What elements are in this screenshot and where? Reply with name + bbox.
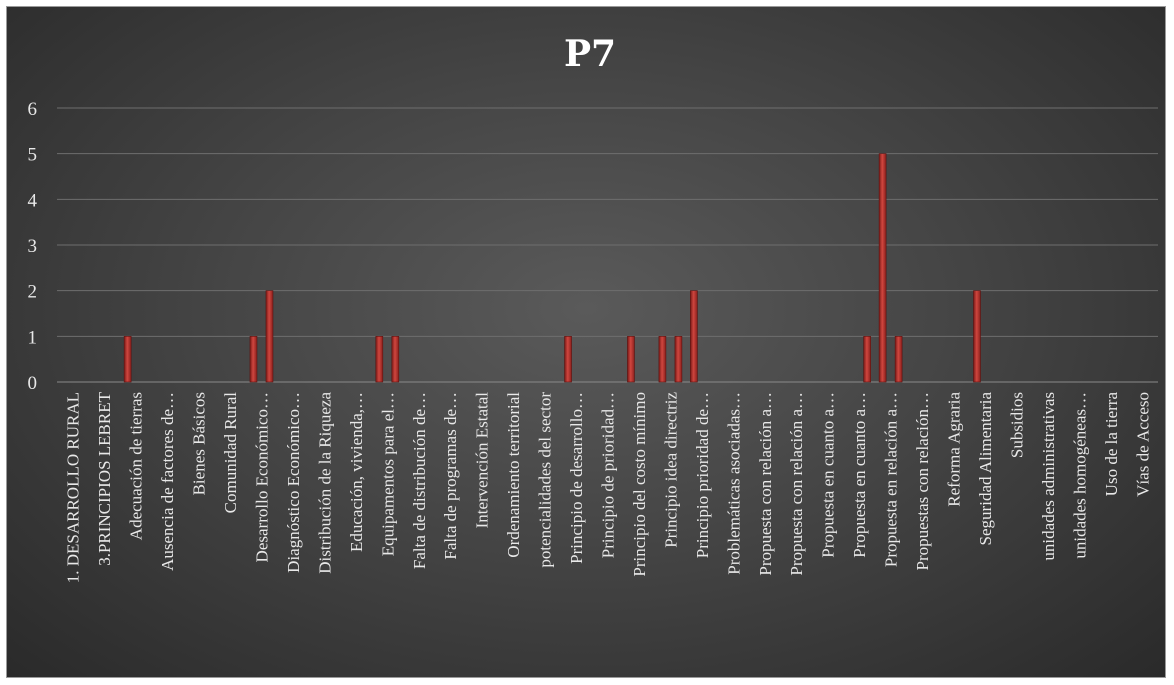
y-axis: 0 1 2 3 4 5 6 — [28, 99, 38, 394]
x-tick-label: Propuesta con relación a… — [787, 392, 806, 576]
bar — [391, 336, 400, 383]
x-tick-label: Principio del costo mínimo — [630, 392, 649, 577]
x-tick-label: 3.PRINCIPIOS LEBRET — [95, 391, 114, 565]
bar-series — [123, 153, 981, 383]
x-tick-label: Bienes Básicos — [190, 392, 209, 495]
x-tick-label: Subsidios — [1007, 392, 1026, 458]
x-tick-label: 1. DESARROLLO RURAL — [64, 392, 83, 583]
y-tick-label: 3 — [28, 236, 38, 257]
x-tick-label: Uso de la tierra — [1102, 392, 1121, 497]
bar — [973, 290, 981, 383]
bar — [249, 336, 258, 383]
x-tick-label: Equipamentos para el… — [378, 392, 397, 556]
x-axis: 1. DESARROLLO RURAL 3.PRINCIPIOS LEBRET Ad… — [64, 391, 1153, 583]
x-tick-label: Ausencia de factores de… — [158, 392, 177, 571]
x-tick-label: Distribución de la Riqueza — [315, 392, 334, 574]
y-tick-label: 4 — [28, 190, 38, 211]
x-tick-label: Seguridad Alimentaria — [976, 392, 995, 546]
bar — [375, 336, 384, 383]
x-tick-label: Reforma Agraria — [945, 392, 964, 507]
x-tick-label: Vías de Acceso — [1133, 392, 1152, 497]
x-tick-label: Falta de programas de… — [441, 392, 460, 560]
bar — [265, 290, 274, 383]
x-tick-label: Problemáticas asociadas… — [724, 392, 743, 575]
bar — [863, 336, 871, 383]
bar — [658, 336, 667, 383]
x-tick-label: Propuesta en relación a… — [882, 392, 901, 567]
bar — [894, 336, 903, 383]
bar — [564, 336, 572, 383]
bar — [627, 336, 635, 383]
x-tick-label: Principio de prioridad… — [599, 392, 618, 558]
y-tick-label: 0 — [28, 373, 38, 394]
y-tick-label: 2 — [28, 282, 38, 303]
gridlines — [57, 107, 1158, 383]
x-tick-label: unidades administrativas — [1039, 392, 1058, 561]
x-tick-label: Adecuación de tierras — [127, 392, 146, 540]
x-tick-label: potencialidades del sector — [536, 392, 555, 568]
x-tick-label: Comunidad Rural — [221, 392, 240, 514]
bar — [123, 336, 132, 383]
y-tick-label: 1 — [28, 327, 38, 348]
bar — [690, 290, 698, 383]
x-tick-label: Propuesta en cuanto a… — [819, 392, 838, 558]
x-tick-label: Educación, vivienda,… — [347, 392, 366, 552]
x-tick-label: Desarrollo Económico… — [252, 392, 271, 562]
x-tick-label: Intervención Estatal — [473, 392, 492, 529]
bar — [878, 153, 887, 383]
bar — [674, 336, 683, 383]
x-tick-label: Propuesta en cuanto a… — [850, 392, 869, 558]
x-tick-label: Falta de distribución de… — [410, 392, 429, 569]
x-tick-label: Principio prioridad de… — [693, 392, 712, 558]
x-tick-label: Propuestas con relación… — [913, 392, 932, 570]
x-tick-label: Propuesta con relación a… — [756, 392, 775, 576]
x-tick-label: Ordenamiento territorial — [504, 392, 523, 558]
x-tick-label: Diagnóstico Económico… — [284, 392, 303, 573]
chart-area — [6, 6, 1166, 678]
chart-title: P7 — [564, 33, 616, 75]
x-tick-label: Principio de desarrollo… — [567, 392, 586, 564]
x-tick-label: unidades homogéneas… — [1070, 392, 1089, 559]
x-tick-label: Principio idea directriz — [661, 392, 680, 548]
y-tick-label: 6 — [28, 99, 38, 120]
y-tick-label: 5 — [28, 145, 38, 166]
